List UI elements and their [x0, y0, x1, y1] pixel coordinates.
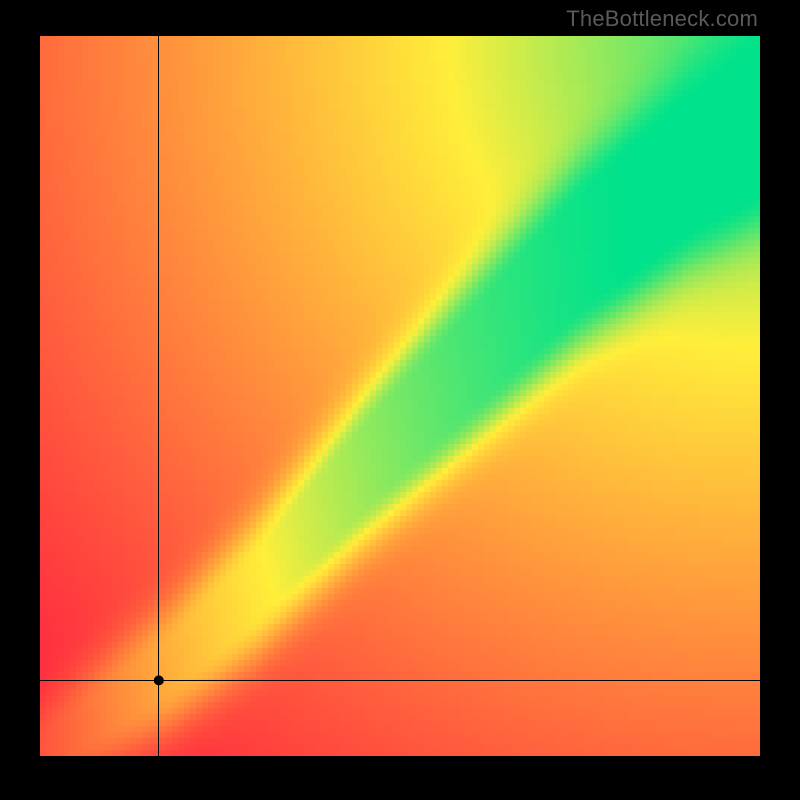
bottleneck-heatmap: [40, 36, 760, 756]
crosshair-vertical-line: [158, 36, 159, 756]
crosshair-horizontal-line: [40, 680, 760, 681]
figure-container: TheBottleneck.com: [0, 0, 800, 800]
watermark-text: TheBottleneck.com: [566, 6, 758, 32]
